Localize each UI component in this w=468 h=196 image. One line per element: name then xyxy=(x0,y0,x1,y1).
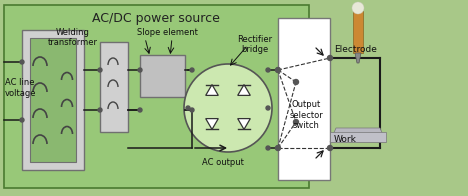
Polygon shape xyxy=(238,85,250,95)
Text: Welding
transformer: Welding transformer xyxy=(48,28,98,47)
Circle shape xyxy=(328,145,332,151)
Text: Rectifier
bridge: Rectifier bridge xyxy=(237,35,272,54)
Text: AC/DC power source: AC/DC power source xyxy=(92,12,220,25)
Bar xyxy=(22,30,84,170)
Circle shape xyxy=(276,145,280,151)
Circle shape xyxy=(276,146,280,150)
Circle shape xyxy=(20,60,24,64)
Bar xyxy=(278,18,330,180)
Bar xyxy=(4,5,309,188)
Text: Output
selector
switch: Output selector switch xyxy=(289,100,323,130)
Polygon shape xyxy=(355,53,361,63)
Text: Work: Work xyxy=(334,135,357,144)
Circle shape xyxy=(266,146,270,150)
Circle shape xyxy=(190,68,194,72)
Text: Slope element: Slope element xyxy=(137,28,198,37)
Circle shape xyxy=(190,108,194,112)
Bar xyxy=(30,38,76,162)
Circle shape xyxy=(293,120,299,124)
Circle shape xyxy=(20,118,24,122)
Text: Electrode: Electrode xyxy=(334,45,377,54)
Polygon shape xyxy=(330,128,386,142)
Text: AC line
voltage: AC line voltage xyxy=(5,78,37,98)
Circle shape xyxy=(138,108,142,112)
Circle shape xyxy=(266,106,270,110)
Polygon shape xyxy=(206,85,218,95)
Circle shape xyxy=(138,68,142,72)
Circle shape xyxy=(328,55,332,61)
Polygon shape xyxy=(206,119,218,129)
Polygon shape xyxy=(238,119,250,129)
Circle shape xyxy=(186,106,190,110)
Circle shape xyxy=(98,108,102,112)
Bar xyxy=(330,132,386,142)
Text: AC output: AC output xyxy=(202,158,244,167)
Circle shape xyxy=(293,80,299,84)
Circle shape xyxy=(352,2,364,14)
Circle shape xyxy=(276,68,280,72)
Circle shape xyxy=(276,67,280,73)
Bar xyxy=(140,55,185,97)
Bar xyxy=(100,42,128,132)
Circle shape xyxy=(266,68,270,72)
Bar xyxy=(353,11,363,53)
Circle shape xyxy=(98,68,102,72)
Circle shape xyxy=(184,64,272,152)
